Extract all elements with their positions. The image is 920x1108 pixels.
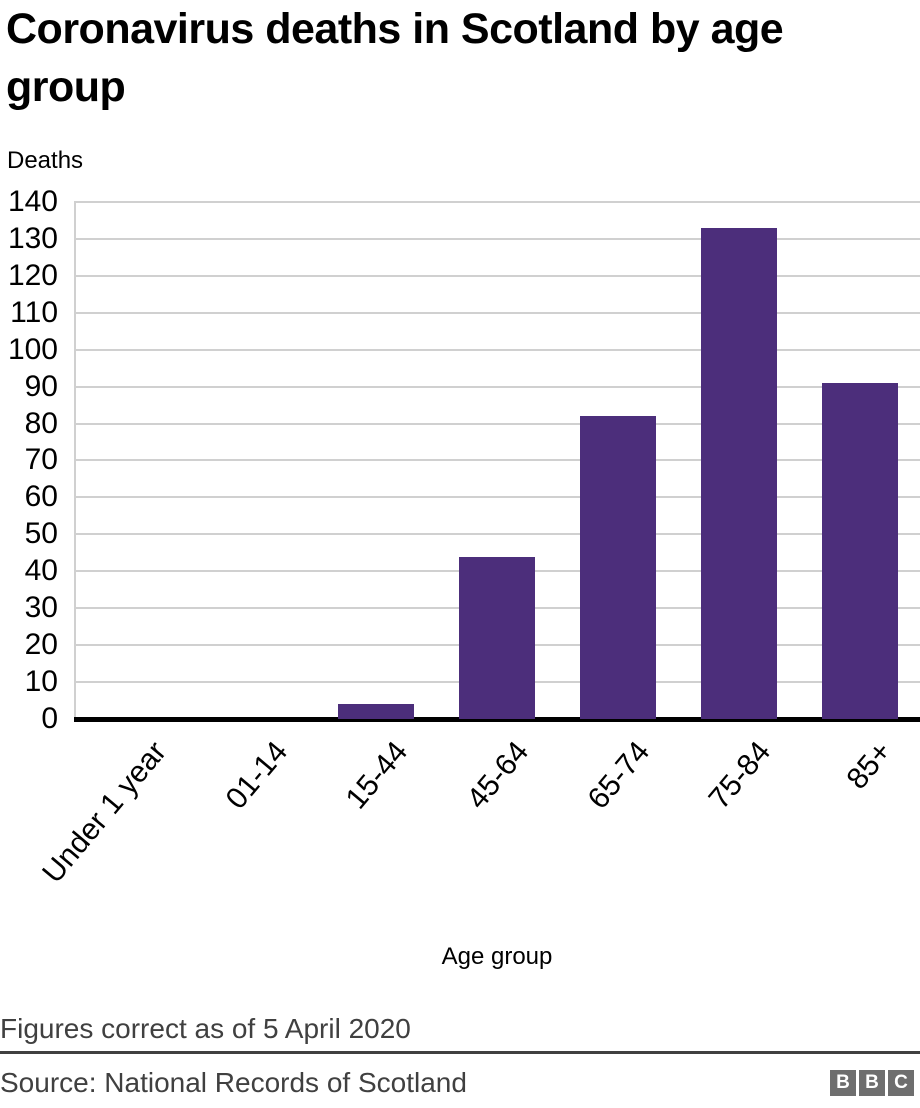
y-tick-label-130: 130 xyxy=(7,221,58,255)
y-tick-label-90: 90 xyxy=(24,369,58,403)
divider-line xyxy=(0,1051,920,1054)
bbc-logo-letter-2: B xyxy=(859,1070,885,1096)
x-tick-label-65-74: 65-74 xyxy=(581,735,657,816)
gridline-110 xyxy=(74,311,920,314)
x-tick-label-15-44: 15-44 xyxy=(340,735,415,816)
bar-65-74 xyxy=(579,416,656,719)
y-tick-label-60: 60 xyxy=(24,480,58,514)
plot-left-border xyxy=(74,201,76,719)
x-tick-label-01-14: 01-14 xyxy=(219,735,294,816)
x-axis-title: Age group xyxy=(441,943,553,970)
bbc-logo-letter-1: B xyxy=(830,1070,856,1096)
x-tick-label-75-84: 75-84 xyxy=(702,735,778,816)
gridline-100 xyxy=(74,348,920,351)
gridline-130 xyxy=(74,237,920,240)
y-tick-label-10: 10 xyxy=(24,665,58,699)
gridline-60 xyxy=(74,496,920,499)
gridline-50 xyxy=(74,533,920,536)
y-tick-label-80: 80 xyxy=(24,406,58,440)
y-tick-label-20: 20 xyxy=(24,628,58,662)
gridline-90 xyxy=(74,385,920,388)
bar-75-84 xyxy=(700,227,777,719)
y-tick-label-140: 140 xyxy=(7,184,58,218)
gridline-120 xyxy=(74,274,920,277)
bbc-logo: B B C xyxy=(830,1070,914,1096)
y-tick-label-30: 30 xyxy=(24,591,58,625)
gridline-80 xyxy=(74,422,920,425)
y-tick-label-100: 100 xyxy=(7,332,58,366)
chart-title: Coronavirus deaths in Scotland by age gr… xyxy=(6,5,784,111)
footnote: Figures correct as of 5 April 2020 xyxy=(0,1013,411,1044)
gridline-70 xyxy=(74,459,920,462)
bbc-logo-letter-3: C xyxy=(888,1070,914,1096)
y-tick-label-50: 50 xyxy=(24,517,58,551)
x-axis-line xyxy=(74,717,920,722)
y-tick-label-120: 120 xyxy=(7,258,58,292)
y-tick-label-110: 110 xyxy=(10,295,58,329)
bar-45-64 xyxy=(459,556,535,719)
bar-15-44 xyxy=(338,704,415,719)
y-tick-label-70: 70 xyxy=(24,443,58,477)
bar-85+ xyxy=(821,382,898,719)
source-text: Source: National Records of Scotland xyxy=(0,1067,467,1098)
x-tick-label-85+: 85+ xyxy=(840,735,899,796)
x-tick-label-45-64: 45-64 xyxy=(460,735,536,816)
y-tick-label-40: 40 xyxy=(24,554,58,588)
gridline-140 xyxy=(74,200,920,203)
x-tick-label-under-1-year: Under 1 year xyxy=(36,735,173,890)
y-tick-label-0: 0 xyxy=(41,702,58,735)
y-axis-title: Deaths xyxy=(7,147,84,174)
